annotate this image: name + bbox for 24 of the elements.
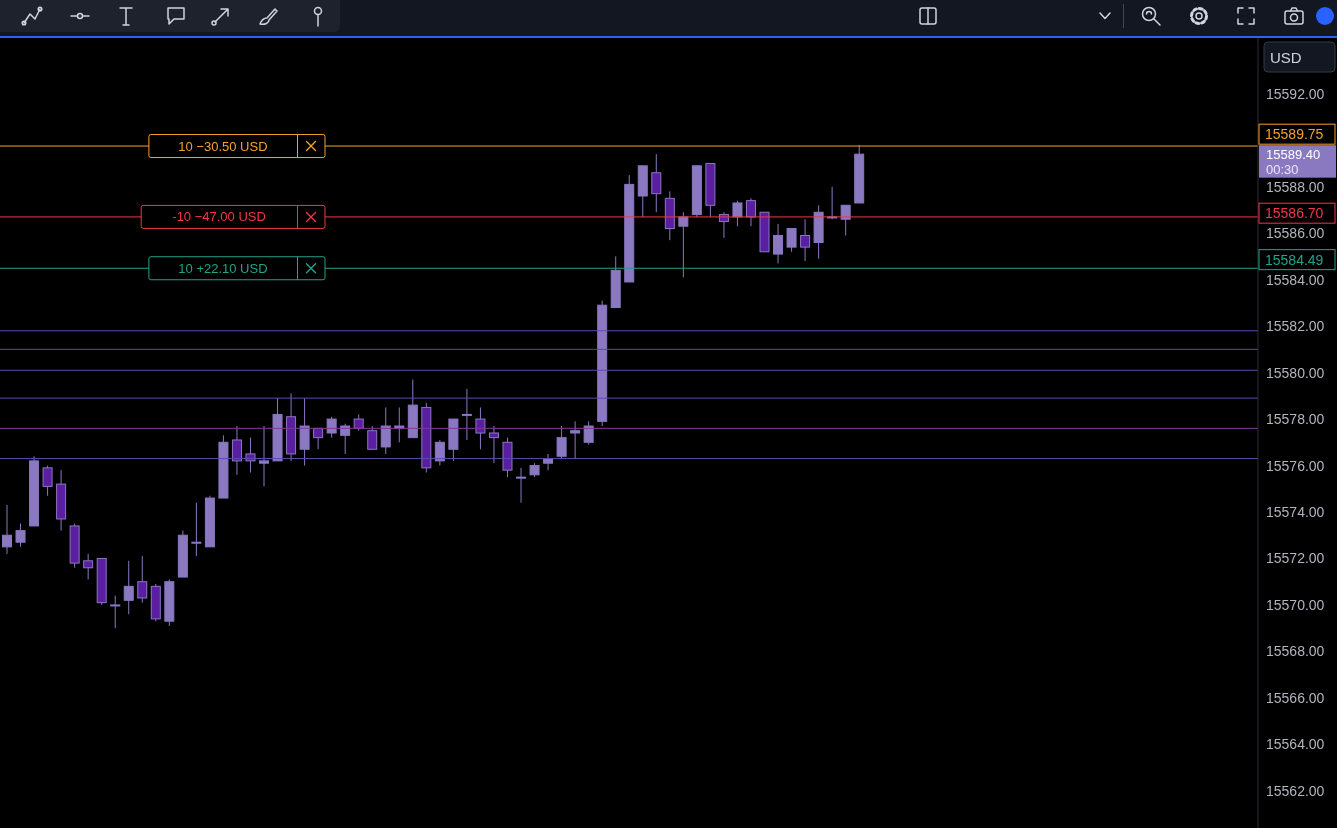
y-tick-label: 15564.00 — [1266, 736, 1325, 753]
y-tick-label: 15568.00 — [1266, 643, 1325, 660]
ref-line-label: 15584.49 — [1265, 251, 1324, 268]
y-tick-label: 15586.00 — [1266, 225, 1325, 242]
ref-line-label: 15589.75 — [1265, 126, 1324, 143]
annotation: 10 +22.10 USD — [178, 260, 268, 276]
y-tick-label: 15572.00 — [1266, 550, 1325, 567]
y-tick-label: 15588.00 — [1266, 178, 1325, 195]
y-tick-label: 15580.00 — [1266, 364, 1325, 381]
y-tick-label: 15576.00 — [1266, 457, 1325, 474]
y-tick-label: 15574.00 — [1266, 504, 1325, 520]
text: 00:30 — [1266, 162, 1299, 178]
y-axis-title: USD — [1270, 48, 1302, 66]
annotation: 10 −30.50 USD — [178, 138, 268, 154]
annotation: -10 −47.00 USD — [172, 209, 266, 225]
y-tick-label: 15570.00 — [1266, 596, 1325, 613]
y-tick-label: 15566.00 — [1266, 689, 1325, 706]
ref-line-label: 15586.70 — [1265, 205, 1324, 222]
y-tick-label: 15589.40 — [1266, 146, 1321, 162]
y-tick-label: 15592.00 — [1266, 85, 1325, 102]
y-tick-label: 15562.00 — [1266, 782, 1325, 799]
y-tick-label: 15578.00 — [1266, 411, 1325, 428]
y-tick-label: 15582.00 — [1266, 318, 1325, 335]
y-tick-label: 15584.00 — [1266, 271, 1325, 288]
